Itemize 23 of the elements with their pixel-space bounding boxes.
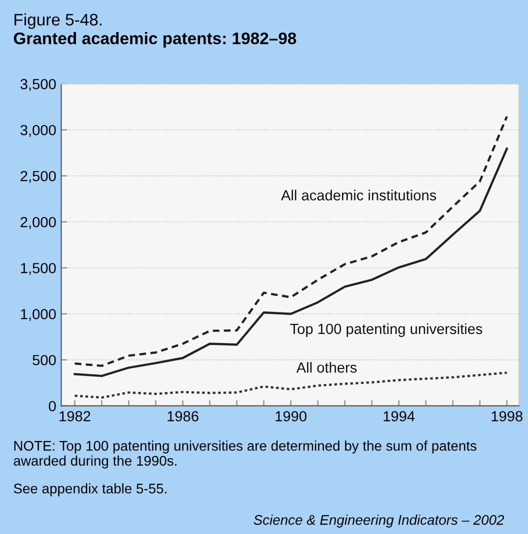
y-tick-label: 2,500 <box>20 170 56 183</box>
y-tick-label: 1,000 <box>21 308 56 321</box>
y-tick-label: 3,500 <box>20 78 56 91</box>
line-series <box>74 148 508 378</box>
chart-subtitle: Granted academic patents: 1982–98 <box>14 32 296 48</box>
text: See appendix table 5-55. <box>14 483 166 496</box>
y-tick-label: 2,000 <box>20 216 56 229</box>
y-tick-label: 1,500 <box>21 262 56 275</box>
series-label: All academic institutions <box>281 190 436 200</box>
x-tick-label: 1998 <box>492 411 522 422</box>
series-label: Top 100 patenting universities <box>290 323 482 337</box>
line-series <box>74 372 508 399</box>
series-label: All others <box>296 362 357 373</box>
y-tick-label: 500 <box>32 354 56 366</box>
x-tick-label: 1994 <box>384 411 415 422</box>
y-tick-label: 3,000 <box>20 124 56 137</box>
chart-title: Figure 5-48. <box>14 13 102 29</box>
text: NOTE: Top 100 patenting universities are determined by the sum of patents awarded during the 1990s. <box>14 440 476 468</box>
x-tick-label: 1982 <box>60 411 90 422</box>
x-tick-label: 1986 <box>168 411 198 422</box>
x-tick-label: 1990 <box>276 411 306 422</box>
text: Science & Engineering Indicators – 2002 <box>254 514 504 528</box>
y-tick-label: 0 <box>48 400 56 412</box>
